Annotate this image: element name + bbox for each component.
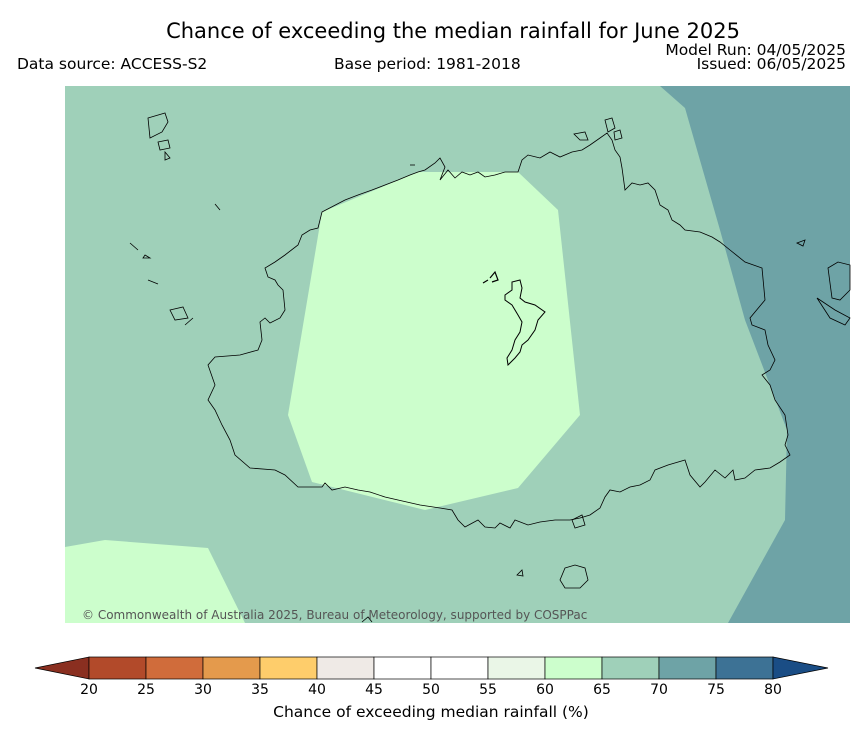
colorbar-segment [544,656,603,680]
data-source-label: Data source: ACCESS-S2 [17,55,208,73]
colorbar [34,656,829,680]
colorbar-tick-label: 20 [80,682,98,698]
colorbar-under-arrow [34,656,90,680]
colorbar-segment [373,656,432,680]
colorbar-tick-label: 25 [137,682,155,698]
inner-islet [504,279,546,367]
colorbar-segment [259,656,318,680]
colorbar-tick-label: 80 [764,682,782,698]
colorbar-segment [601,656,660,680]
colorbar-tick-label: 30 [194,682,212,698]
region-60-65-southwest [65,540,245,623]
colorbar-label: Chance of exceeding median rainfall (%) [273,703,589,721]
region-60-65-central [288,172,580,510]
colorbar-tick-label: 35 [251,682,269,698]
colorbar-tick-label: 45 [365,682,383,698]
colorbar-tick-label: 70 [650,682,668,698]
issued-label: Issued: 06/05/2025 [696,55,846,73]
chart-title: Chance of exceeding the median rainfall … [166,19,740,43]
colorbar-segment [715,656,774,680]
colorbar-tick-label: 50 [422,682,440,698]
colorbar-segment [145,656,204,680]
small-islands [129,112,851,623]
region-70-75 [660,86,850,623]
colorbar-segment [88,656,147,680]
island-coastline [207,132,791,529]
colorbar-segment [202,656,261,680]
map-panel [65,86,851,623]
colorbar-segment [316,656,375,680]
colorbar-tick-label: 65 [593,682,611,698]
colorbar-over-arrow [772,656,829,680]
base-period-label: Base period: 1981-2018 [334,55,521,73]
colorbar-tick-label: 40 [308,682,326,698]
colorbar-segment [430,656,489,680]
colorbar-tick-label: 55 [479,682,497,698]
model-run-label: Model Run: 04/05/2025 [665,41,846,59]
inner-islet-fragment [482,270,499,284]
colorbar-tick-label: 60 [536,682,554,698]
colorbar-segment [487,656,546,680]
colorbar-tick-label: 75 [707,682,725,698]
colorbar-segment [658,656,717,680]
colorbar-segments [88,656,774,680]
copyright-text: © Commonwealth of Australia 2025, Bureau… [82,608,588,622]
